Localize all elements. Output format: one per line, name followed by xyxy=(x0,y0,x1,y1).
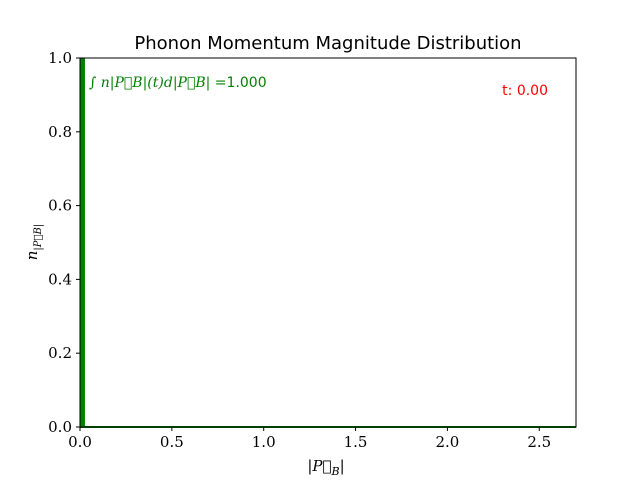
time-annotation: t: 0.00 xyxy=(502,83,548,99)
x-tick-label: 0.0 xyxy=(68,433,92,451)
x-axis-label-close: | xyxy=(340,457,345,475)
y-tick-label: 0.4 xyxy=(48,270,72,288)
y-tick-label: 0.8 xyxy=(48,123,72,141)
y-tick-label: 1.0 xyxy=(48,49,72,67)
integral-annotation: ∫ n|P⃗B|(t)d|P⃗B| =1.000 xyxy=(89,75,267,91)
chart-title: Phonon Momentum Magnitude Distribution xyxy=(134,33,521,54)
x-axis-label-base: |P⃗ xyxy=(307,457,331,475)
y-tick-label: 0.6 xyxy=(48,197,72,215)
x-tick-label: 1.5 xyxy=(344,433,368,451)
x-tick-label: 0.5 xyxy=(160,433,184,451)
x-tick-label: 2.5 xyxy=(527,433,551,451)
integral-annotation-value: 1.000 xyxy=(227,75,267,91)
y-tick-label: 0.2 xyxy=(48,344,72,362)
x-axis-ticks: 0.0 0.5 1.0 1.5 2.0 2.5 xyxy=(68,427,551,451)
x-tick-label: 1.0 xyxy=(252,433,276,451)
y-axis-ticks: 0.0 0.2 0.4 0.6 0.8 1.0 xyxy=(48,49,80,436)
x-tick-label: 2.0 xyxy=(435,433,459,451)
y-axis-label: n|P⃗B| xyxy=(23,224,44,261)
y-axis-label-base: n xyxy=(23,251,41,261)
y-tick-label: 0.0 xyxy=(48,418,72,436)
x-axis-label: |P⃗B| xyxy=(307,457,344,478)
x-axis-label-subscript: B xyxy=(331,465,340,478)
integral-annotation-math: ∫ n|P⃗B|(t)d|P⃗B| = xyxy=(89,75,227,91)
y-axis-label-subscript: |P⃗B| xyxy=(33,224,44,251)
bar-0 xyxy=(80,58,85,427)
plot-frame xyxy=(79,57,577,428)
